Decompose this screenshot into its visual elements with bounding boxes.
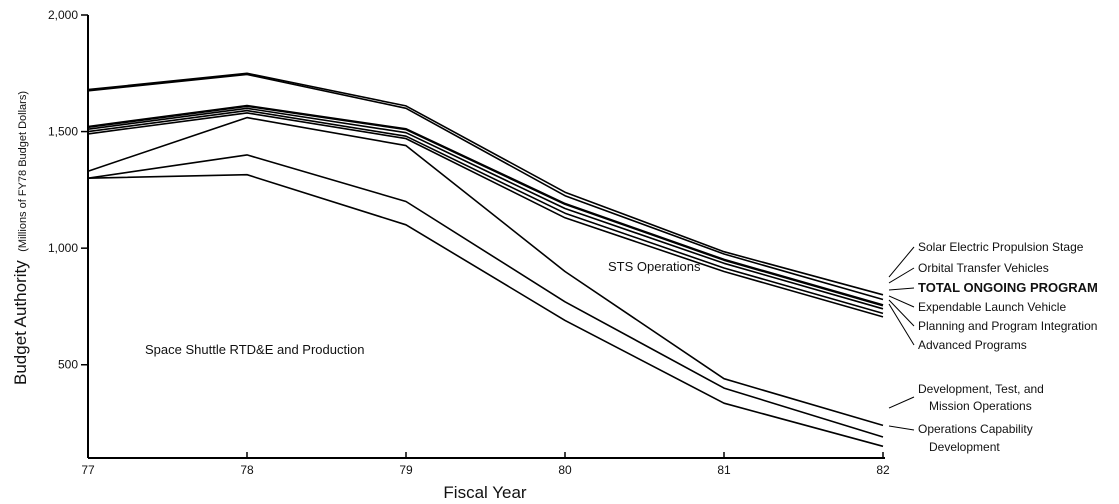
y-tick-label: 1,000 [48, 241, 78, 255]
series-line-0 [87, 72, 884, 296]
legend-orbital-transfer: Orbital Transfer Vehicles [918, 261, 1049, 275]
y-tick-group: 500 1,000 1,500 2,000 [48, 8, 88, 372]
legend-leaders [888, 246, 915, 431]
legend-dtmo-line1: Development, Test, and [918, 382, 1044, 396]
annotation-sts-operations: STS Operations [608, 259, 701, 274]
series-line-3 [87, 107, 884, 310]
legend-ocd-line2: Development [929, 440, 1000, 454]
series-line-8 [87, 173, 884, 448]
x-tick-label: 82 [876, 463, 890, 477]
x-axis-title: Fiscal Year [443, 483, 526, 502]
series-lines [87, 72, 884, 448]
x-tick-label: 81 [717, 463, 731, 477]
legend-dtmo-line2: Mission Operations [929, 399, 1032, 413]
leader-total [888, 287, 915, 291]
legend-expendable: Expendable Launch Vehicle [918, 300, 1066, 314]
leader-orbital [888, 267, 915, 284]
legend-planning: Planning and Program Integration [918, 319, 1097, 333]
y-tick-label: 1,500 [48, 125, 78, 139]
y-axis-title: Budget Authority (Millions of FY78 Budge… [11, 91, 30, 385]
series-line-4 [87, 109, 884, 315]
legend-advanced: Advanced Programs [918, 338, 1027, 352]
x-tick-label: 77 [81, 463, 95, 477]
leader-elv [888, 295, 915, 308]
y-tick-label: 2,000 [48, 8, 78, 22]
legend-total-ongoing: TOTAL ONGOING PROGRAM [918, 280, 1098, 295]
leader-ocd [888, 425, 915, 431]
leader-planning [888, 299, 915, 327]
series-line-6 [87, 116, 884, 427]
legend: Solar Electric Propulsion Stage Orbital … [918, 240, 1098, 454]
series-line-1 [87, 73, 884, 301]
legend-ocd-line1: Operations Capability [918, 422, 1033, 436]
x-tick-label: 79 [399, 463, 413, 477]
series-line-5 [87, 112, 884, 318]
x-tick-group: 77 78 79 80 81 82 [81, 452, 890, 477]
series-line-2 [87, 104, 884, 307]
series-line-7 [87, 154, 884, 438]
x-tick-label: 78 [240, 463, 254, 477]
y-tick-label: 500 [58, 358, 78, 372]
x-tick-label: 80 [558, 463, 572, 477]
leader-dtmo [888, 396, 915, 409]
leader-solar [888, 246, 915, 278]
annotation-shuttle: Space Shuttle RTD&E and Production [145, 342, 364, 357]
leader-advanced [888, 303, 915, 346]
legend-solar-electric: Solar Electric Propulsion Stage [918, 240, 1084, 254]
